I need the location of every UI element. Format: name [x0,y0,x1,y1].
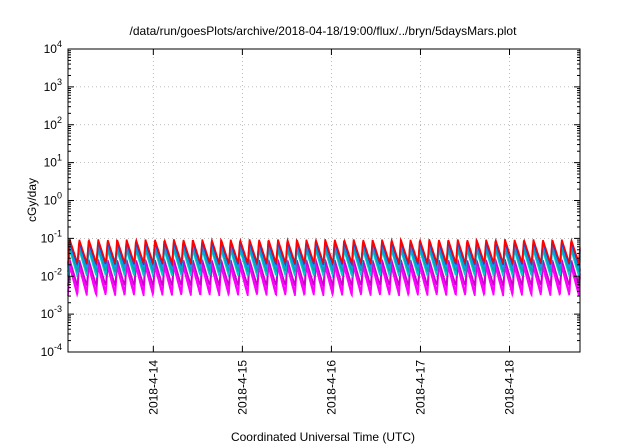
y-tick-label: 103 [44,77,62,94]
y-tick-label: 10-1 [41,228,62,245]
y-tick-label: 101 [44,153,62,170]
y-tick-label: 102 [44,115,62,132]
y-tick-label: 10-4 [41,342,62,359]
series-line [67,236,581,266]
x-axis-label: Coordinated Universal Time (UTC) [231,430,415,444]
chart-title: /data/run/goesPlots/archive/2018-04-18/1… [130,24,518,38]
y-tick-label: 100 [44,191,62,208]
x-tick-label: 2018-4-14 [146,360,160,415]
y-axis-label: cGy/day [25,178,39,222]
axis-ticks: 10-4 10-3 10-2 10-1 100 101 102 103 104 2018-4-14… [41,39,580,415]
x-tick-label: 2018-4-18 [503,360,517,415]
y-tick-label: 10-3 [41,304,62,321]
grid-lines [68,49,580,352]
y-tick-label: 104 [44,39,62,56]
x-tick-label: 2018-4-16 [324,360,338,415]
series-lines [67,236,581,299]
y-tick-label: 10-2 [41,266,62,283]
x-tick-label: 2018-4-15 [235,360,249,415]
x-tick-label: 2018-4-17 [413,360,427,415]
